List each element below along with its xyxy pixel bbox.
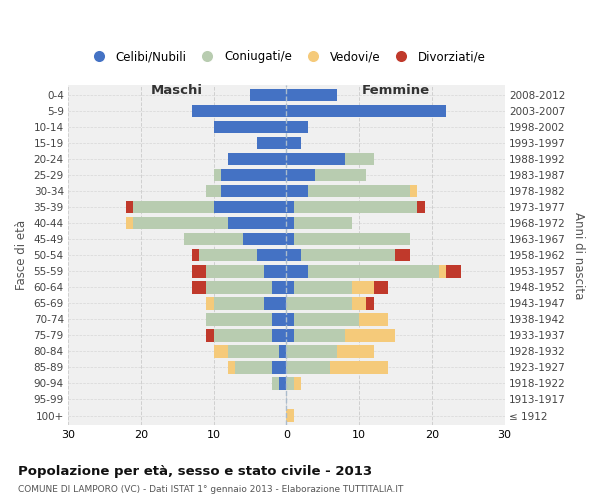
Bar xyxy=(293,377,301,390)
Bar xyxy=(221,169,286,181)
Bar xyxy=(352,297,367,310)
Bar xyxy=(367,297,374,310)
Bar xyxy=(286,281,293,293)
Bar xyxy=(250,88,286,101)
Bar xyxy=(228,361,235,374)
Bar xyxy=(265,265,286,278)
Bar xyxy=(214,201,286,213)
Bar xyxy=(308,265,439,278)
Bar xyxy=(446,265,461,278)
Bar xyxy=(184,233,242,245)
Bar xyxy=(257,249,286,262)
Bar xyxy=(410,185,418,198)
Bar xyxy=(214,345,228,358)
Bar xyxy=(286,265,308,278)
Bar xyxy=(228,345,279,358)
Bar xyxy=(359,313,388,326)
Bar xyxy=(272,313,286,326)
Bar xyxy=(418,201,425,213)
Bar xyxy=(206,185,221,198)
Bar xyxy=(126,217,133,230)
Bar xyxy=(308,185,410,198)
Bar xyxy=(191,265,206,278)
Text: Popolazione per età, sesso e stato civile - 2013: Popolazione per età, sesso e stato civil… xyxy=(18,464,372,477)
Bar xyxy=(206,329,214,342)
Bar xyxy=(191,281,206,293)
Bar xyxy=(199,249,257,262)
Bar xyxy=(133,201,214,213)
Bar xyxy=(242,233,286,245)
Bar xyxy=(374,281,388,293)
Bar xyxy=(301,249,395,262)
Bar xyxy=(214,169,221,181)
Bar xyxy=(286,120,308,133)
Bar xyxy=(279,377,286,390)
Bar xyxy=(286,410,293,422)
Bar xyxy=(206,313,272,326)
Bar xyxy=(272,361,286,374)
Y-axis label: Fasce di età: Fasce di età xyxy=(15,220,28,290)
Bar xyxy=(191,104,286,117)
Bar xyxy=(235,361,272,374)
Bar xyxy=(286,233,293,245)
Bar xyxy=(126,201,133,213)
Bar xyxy=(257,137,286,149)
Bar xyxy=(286,201,293,213)
Bar xyxy=(286,297,352,310)
Bar xyxy=(206,281,272,293)
Bar xyxy=(395,249,410,262)
Bar xyxy=(344,329,395,342)
Bar xyxy=(214,297,265,310)
Bar xyxy=(286,185,308,198)
Bar xyxy=(214,329,272,342)
Bar xyxy=(439,265,446,278)
Bar xyxy=(279,345,286,358)
Text: Maschi: Maschi xyxy=(151,84,203,96)
Bar xyxy=(206,265,265,278)
Bar xyxy=(272,329,286,342)
Bar xyxy=(228,217,286,230)
Bar xyxy=(330,361,388,374)
Bar xyxy=(265,297,286,310)
Bar xyxy=(286,104,446,117)
Bar xyxy=(214,120,286,133)
Bar xyxy=(293,313,359,326)
Bar xyxy=(293,201,418,213)
Bar xyxy=(272,377,279,390)
Bar xyxy=(337,345,374,358)
Bar xyxy=(352,281,374,293)
Bar xyxy=(344,153,374,166)
Bar xyxy=(286,345,337,358)
Text: Femmine: Femmine xyxy=(361,84,430,96)
Bar xyxy=(316,169,367,181)
Bar xyxy=(293,217,352,230)
Bar xyxy=(293,281,352,293)
Bar xyxy=(191,249,199,262)
Bar xyxy=(221,185,286,198)
Bar xyxy=(286,88,337,101)
Text: COMUNE DI LAMPORO (VC) - Dati ISTAT 1° gennaio 2013 - Elaborazione TUTTITALIA.IT: COMUNE DI LAMPORO (VC) - Dati ISTAT 1° g… xyxy=(18,485,403,494)
Bar xyxy=(133,217,228,230)
Bar xyxy=(286,361,330,374)
Y-axis label: Anni di nascita: Anni di nascita xyxy=(572,212,585,299)
Legend: Celibi/Nubili, Coniugati/e, Vedovi/e, Divorziati/e: Celibi/Nubili, Coniugati/e, Vedovi/e, Di… xyxy=(87,50,486,64)
Bar xyxy=(286,169,316,181)
Bar xyxy=(286,249,301,262)
Bar xyxy=(286,153,344,166)
Bar xyxy=(286,137,301,149)
Bar xyxy=(293,329,344,342)
Bar xyxy=(272,281,286,293)
Bar xyxy=(286,329,293,342)
Bar xyxy=(286,217,293,230)
Bar xyxy=(286,313,293,326)
Bar xyxy=(293,233,410,245)
Bar xyxy=(228,153,286,166)
Bar xyxy=(286,377,293,390)
Bar xyxy=(206,297,214,310)
